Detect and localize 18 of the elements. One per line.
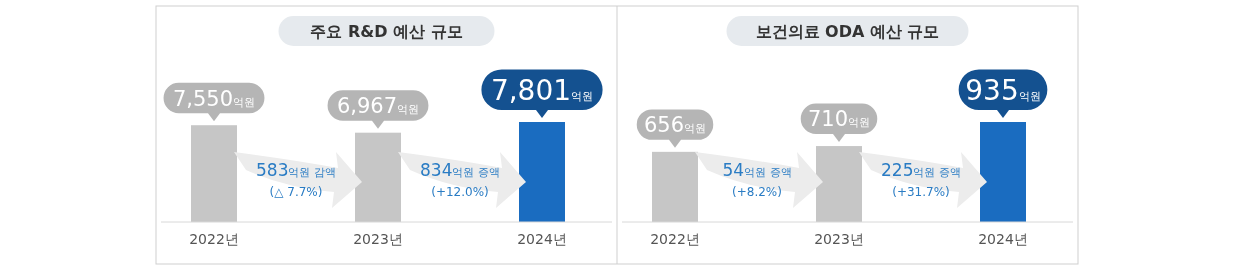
annotation: 225억원 증액 (+31.7%) <box>881 160 961 199</box>
x-tick-label: 2023년 <box>814 231 864 247</box>
x-tick-label: 2024년 <box>978 231 1028 247</box>
annotation: 583억원 감액 (△ 7.7%) <box>256 160 336 199</box>
annotation: 54억원 증액 (+8.2%) <box>722 160 792 199</box>
data-label: 656억원 <box>643 113 707 138</box>
chart-title: 보건의료 ODA 예산 규모 <box>755 22 940 41</box>
data-label: 7,550억원 <box>172 86 256 111</box>
data-label: 6,967억원 <box>336 94 420 119</box>
x-tick-label: 2024년 <box>517 231 567 247</box>
data-label: 7,801억원 <box>490 73 594 107</box>
data-label: 935억원 <box>965 73 1041 107</box>
chart-title: 주요 R&D 예산 규모 <box>310 22 463 41</box>
annotation: 834억원 증액 (+12.0%) <box>420 160 500 199</box>
x-tick-label: 2022년 <box>189 231 239 247</box>
data-label: 710억원 <box>807 107 871 132</box>
x-tick-label: 2022년 <box>650 231 700 247</box>
x-tick-label: 2023년 <box>353 231 403 247</box>
